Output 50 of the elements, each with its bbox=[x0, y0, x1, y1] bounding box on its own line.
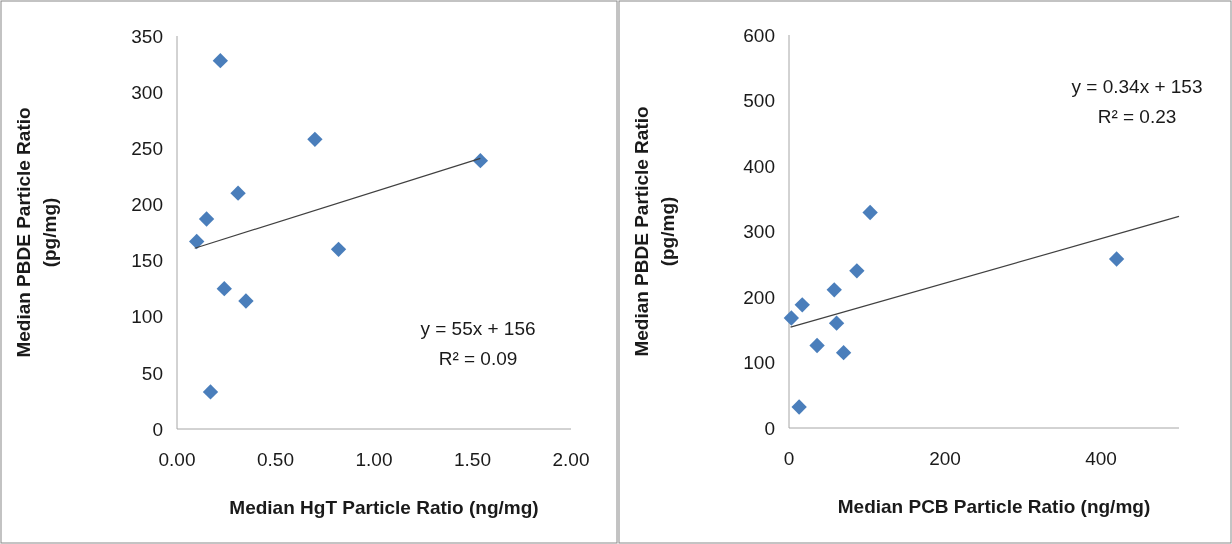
y-tick-label: 600 bbox=[743, 24, 775, 46]
annotation: R² = 0.23 bbox=[1097, 106, 1177, 127]
y-tick-label: 400 bbox=[743, 155, 775, 177]
y-tick-label: 200 bbox=[131, 194, 163, 216]
x-axis-title: Median HgT Particle Ratio (ng/mg) bbox=[229, 497, 539, 518]
point bbox=[862, 204, 878, 221]
y-tick-label: 250 bbox=[131, 137, 163, 159]
annotation: y = 0.34x + 153 bbox=[1071, 76, 1203, 97]
point bbox=[212, 53, 229, 69]
point bbox=[849, 263, 865, 279]
point bbox=[783, 310, 800, 326]
y-tick-label: 500 bbox=[743, 90, 775, 112]
x-tick-label: 0 bbox=[783, 448, 795, 469]
y-tick-label: 100 bbox=[131, 306, 163, 328]
x-axis-title: Median PCB Particle Ratio (ng/mg) bbox=[837, 496, 1151, 517]
point bbox=[826, 282, 842, 298]
point bbox=[189, 233, 205, 250]
point bbox=[202, 384, 219, 400]
point bbox=[794, 297, 810, 313]
x-tick-label: 200 bbox=[929, 448, 961, 469]
x-tick-label: 1.00 bbox=[355, 449, 393, 470]
y-tick-label: 50 bbox=[141, 362, 163, 384]
y-axis-title: Median PBDE Particle Ratio (pg/mg) bbox=[631, 106, 678, 357]
point bbox=[216, 280, 232, 297]
point bbox=[835, 345, 852, 361]
y-tick-label: 300 bbox=[743, 221, 775, 243]
y-tick-label: 300 bbox=[131, 81, 163, 103]
point bbox=[828, 315, 845, 331]
annotation: y = 55x + 156 bbox=[420, 318, 536, 339]
point bbox=[791, 399, 807, 415]
y-tick-label: 0 bbox=[764, 417, 775, 439]
y-tick-label: 200 bbox=[743, 286, 775, 308]
point bbox=[198, 211, 215, 227]
y-tick-label: 350 bbox=[131, 25, 163, 47]
point bbox=[230, 185, 246, 201]
x-tick-label: 400 bbox=[1085, 448, 1117, 469]
y-axis-title: Median PBDE Particle Ratio (pg/mg) bbox=[13, 107, 60, 358]
point bbox=[330, 241, 347, 258]
y-tick-label: 100 bbox=[743, 352, 775, 374]
x-tick-label: 0.00 bbox=[158, 449, 196, 470]
x-tick-label: 2.00 bbox=[552, 449, 590, 470]
point bbox=[809, 337, 825, 354]
annotation: R² = 0.09 bbox=[438, 348, 518, 369]
y-tick-label: 0 bbox=[152, 418, 163, 440]
point bbox=[238, 293, 254, 309]
x-tick-label: 1.50 bbox=[454, 449, 491, 470]
point bbox=[1108, 251, 1125, 267]
point bbox=[307, 131, 323, 147]
y-tick-label: 150 bbox=[131, 250, 163, 272]
x-tick-label: 0.50 bbox=[257, 449, 294, 470]
